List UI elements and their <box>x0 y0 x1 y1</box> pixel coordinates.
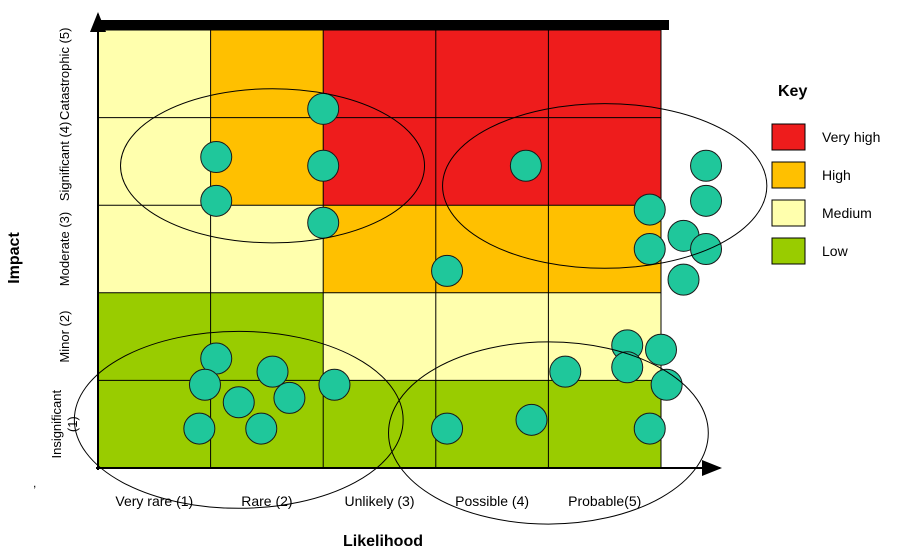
matrix-top-band <box>96 20 669 30</box>
y-tick-label: Catastrophic (5) <box>57 28 72 120</box>
risk-point <box>690 149 723 182</box>
risk-point <box>633 233 666 265</box>
cell-impact-2-likelihood-3 <box>323 292 436 381</box>
cell-impact-3-likelihood-2 <box>210 205 324 293</box>
risk-point <box>633 412 666 445</box>
matrix-cells <box>98 30 661 468</box>
cell-impact-4-likelihood-3 <box>323 117 436 206</box>
risk-point <box>307 149 340 182</box>
legend-title: Key <box>778 83 807 100</box>
risk-point <box>222 386 255 419</box>
risk-point <box>667 263 700 296</box>
cell-impact-4-likelihood-1 <box>98 117 211 206</box>
cell-impact-2-likelihood-1 <box>98 292 211 381</box>
risk-points <box>183 92 723 445</box>
risk-point <box>650 368 683 401</box>
risk-point <box>690 184 723 217</box>
legend-label-medium: Medium <box>822 205 872 221</box>
cell-impact-3-likelihood-1 <box>98 205 211 293</box>
svg-text:Insignificant: Insignificant <box>49 389 64 458</box>
legend-swatch-very-high <box>771 123 806 151</box>
cell-impact-4-likelihood-5 <box>548 117 661 206</box>
y-tick-label: Minor (2) <box>57 311 72 363</box>
svg-text:(1): (1) <box>65 416 80 432</box>
cell-impact-5-likelihood-5 <box>548 30 661 118</box>
risk-point <box>431 412 464 445</box>
risk-point <box>318 368 351 401</box>
risk-grouping-ellipse <box>388 341 709 525</box>
risk-point <box>633 193 666 226</box>
risk-point <box>273 381 306 414</box>
risk-grouping-ellipse <box>120 88 426 244</box>
y-tick-label: Significant (4) <box>57 122 72 201</box>
cell-impact-3-likelihood-3 <box>323 205 436 293</box>
cell-impact-5-likelihood-3 <box>323 30 436 118</box>
y-tick-label: Moderate (3) <box>57 212 72 286</box>
svg-text:Minor (2): Minor (2) <box>57 311 72 363</box>
risk-grouping-ellipse <box>73 330 404 509</box>
risk-point <box>245 412 278 445</box>
x-tick-label: Very rare (1) <box>115 493 193 509</box>
x-tick-label: Unlikely (3) <box>344 493 414 509</box>
legend-label-low: Low <box>822 243 849 259</box>
risk-point <box>645 333 677 366</box>
x-tick-label: Probable(5) <box>568 493 641 509</box>
risk-point <box>256 355 289 388</box>
risk-point <box>307 92 340 125</box>
stray-comma: , <box>33 476 36 490</box>
cell-impact-5-likelihood-1 <box>98 30 211 118</box>
y-axis-title: Impact <box>6 232 23 284</box>
cell-impact-2-likelihood-4 <box>435 292 549 381</box>
svg-text:Moderate (3): Moderate (3) <box>57 212 72 286</box>
cell-impact-5-likelihood-4 <box>435 30 549 118</box>
legend-swatch-medium <box>771 199 806 227</box>
risk-groupings <box>73 88 768 525</box>
x-axis-tick-labels: Very rare (1) Rare (2) Unlikely (3) Possibl… <box>115 493 641 509</box>
legend-swatch-low <box>771 237 806 265</box>
risk-point <box>549 355 582 388</box>
risk-point <box>515 403 548 436</box>
risk-point <box>307 206 340 239</box>
risk-point <box>200 184 233 217</box>
risk-grouping-ellipse <box>442 103 768 269</box>
y-axis-tick-labels: Insignificant (1) Minor (2) Moderate (3) Sig… <box>49 28 80 459</box>
legend-swatch-high <box>771 161 806 189</box>
risk-point <box>509 149 542 182</box>
svg-text:Significant (4): Significant (4) <box>57 122 72 201</box>
x-tick-label: Rare (2) <box>241 493 292 509</box>
cell-impact-5-likelihood-2 <box>210 30 324 118</box>
x-axis-title: Likelihood <box>343 533 423 550</box>
legend: Key Very high High Medium Low <box>771 83 880 265</box>
risk-point <box>611 351 644 384</box>
legend-label-high: High <box>822 167 851 183</box>
risk-point <box>690 233 723 265</box>
svg-text:Catastrophic (5): Catastrophic (5) <box>57 28 72 120</box>
risk-point <box>431 254 464 287</box>
risk-point <box>183 412 216 445</box>
x-tick-label: Possible (4) <box>455 493 529 509</box>
legend-label-very-high: Very high <box>822 129 880 145</box>
risk-point <box>200 141 233 174</box>
risk-point <box>188 368 221 401</box>
y-tick-label: Insignificant (1) <box>49 389 80 458</box>
